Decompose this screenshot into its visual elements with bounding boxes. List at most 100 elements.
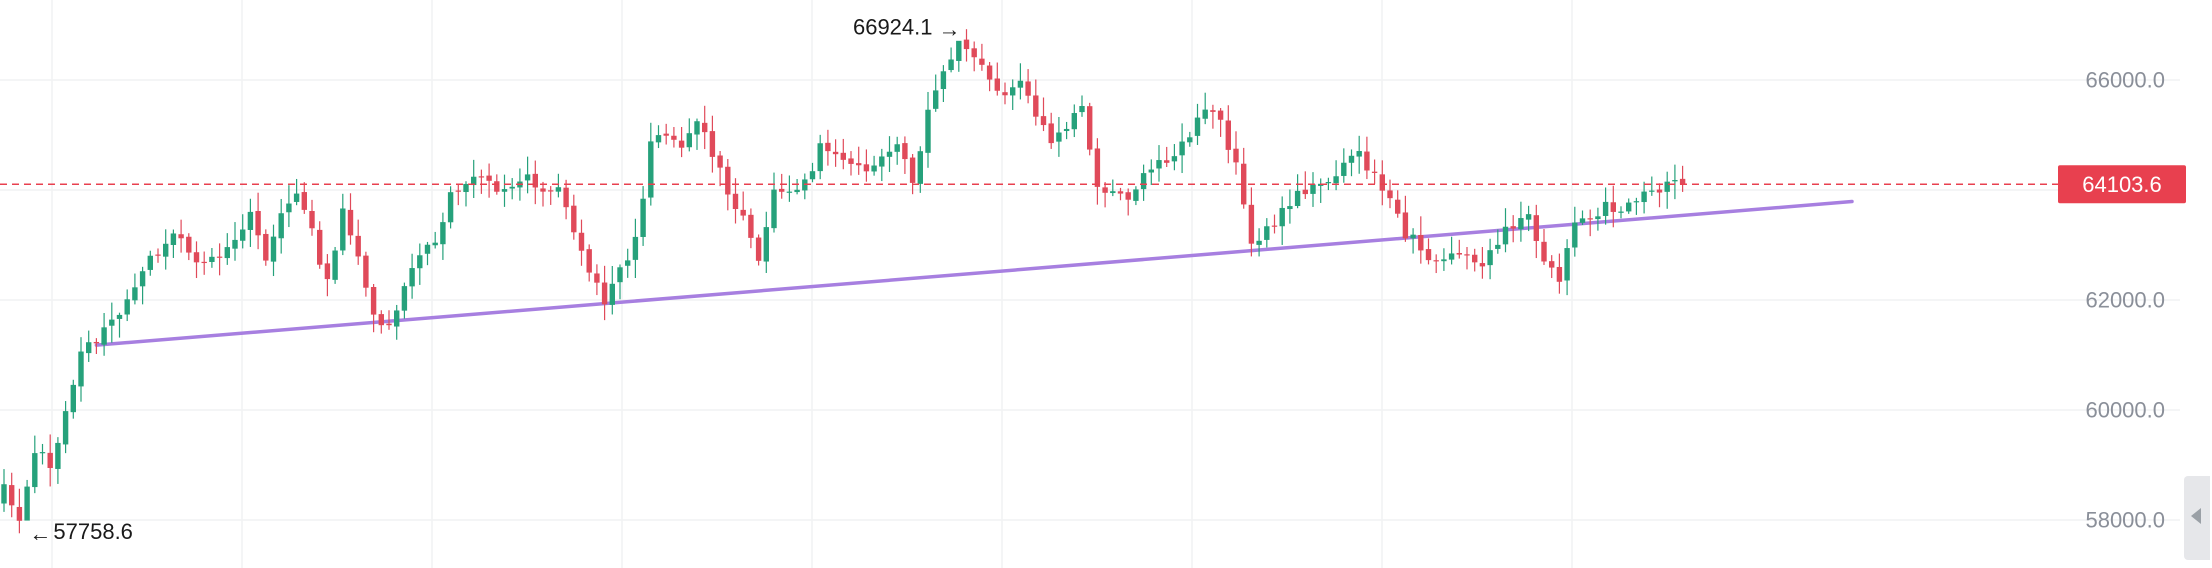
price-scale-collapse-handle[interactable] [2184,476,2210,560]
candle-down [1656,183,1663,208]
candle-body [1341,162,1347,176]
candle-body [1063,128,1070,132]
candle-up [871,155,877,176]
candle-body [625,260,631,266]
candle-down [1479,247,1486,279]
candle-up [139,266,146,305]
candle-body [16,506,23,521]
candle-body [1287,206,1293,210]
candle-body [1033,95,1039,117]
candle-body [55,442,61,469]
candle-down [1464,247,1470,270]
candle-up [432,231,438,249]
candle-body [278,213,284,239]
candle-up [917,146,923,193]
candle-up [209,248,215,268]
candle-body [455,190,461,192]
candle-body [563,187,569,208]
candle-up [617,264,623,300]
candle-down [363,251,369,297]
candle-down [671,127,677,148]
candle-body [1387,190,1393,199]
candle-down [856,146,862,175]
candle-down [1510,215,1516,243]
candle-body [894,144,900,152]
trendline-layer [94,199,1854,347]
candle-body [1425,249,1432,261]
candle-body [1679,178,1686,185]
candle-body [540,188,546,192]
candle-down [1040,97,1047,132]
candle-down [994,62,1000,96]
last-price-badge-bg [2058,165,2186,204]
candle-body [940,71,947,90]
candle-body [47,452,53,468]
candle-down [909,154,916,195]
candle-body [678,140,685,148]
candle-body [1641,191,1647,203]
candle-body [663,133,669,136]
candle-body [1487,250,1493,266]
candle-body [1472,254,1478,263]
candle-body [494,181,500,192]
candle-body [1541,241,1547,262]
candle-up [1410,228,1416,254]
candle-down [301,182,307,214]
candle-up [1595,207,1601,231]
candle-body [1587,218,1593,220]
candle-down [902,136,908,174]
candle-body [463,183,469,193]
candle-up [417,243,423,285]
candle-body [155,254,161,256]
candle-body [717,155,723,168]
candle-body [62,411,69,445]
candle-up [1194,103,1201,145]
candle-up [1564,239,1570,296]
candle-body [24,486,30,521]
candle-body [1102,187,1108,193]
candle-body [702,122,708,133]
candle-body [971,48,977,58]
candle-down [571,194,577,240]
candle-up [1017,63,1024,100]
candle-down [178,219,184,253]
candle-body [1164,160,1170,163]
candle-down [1210,104,1216,129]
candle-down [1433,254,1439,274]
candle-body [1572,222,1578,248]
candle-up [39,443,46,465]
candle-body [1094,148,1101,187]
candle-body [524,174,531,181]
candle-up [1672,164,1678,200]
candle-body [501,189,508,192]
candle-body [863,164,870,172]
candle-up [1171,144,1178,171]
candle-body [1241,163,1247,205]
candle-up [1448,236,1455,265]
candle-down [1387,179,1393,209]
candle-body [1071,113,1077,130]
candle-down [1679,165,1686,192]
candle-up [1502,208,1509,253]
candle-up [879,148,885,182]
candle-up [247,198,254,247]
candle-down [1241,147,1247,209]
candle-up [132,273,138,305]
candle-body [1,484,7,504]
candle-up [1010,79,1016,110]
candle-up [817,134,823,180]
candle-body [879,156,885,167]
candle-up [409,253,415,299]
candle-up [401,282,408,319]
candle-body [509,186,515,189]
candle-down [1087,102,1093,156]
candle-body [648,141,654,198]
candle-up [124,289,130,322]
candle-body [817,143,823,172]
candle-body [1626,202,1632,212]
candle-down [9,472,15,518]
candle-body [671,135,677,140]
candle-body [1364,151,1370,171]
candle-down [1425,238,1432,265]
candle-down [263,229,269,266]
